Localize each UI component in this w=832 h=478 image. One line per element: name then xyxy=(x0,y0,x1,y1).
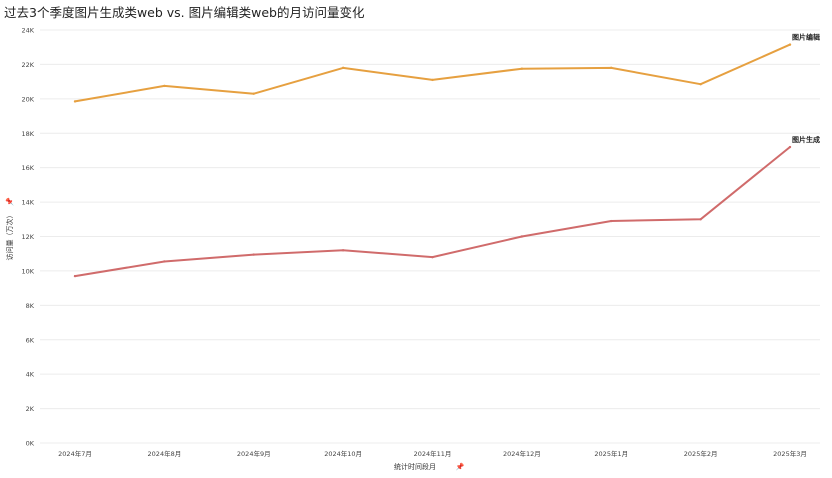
series-label: 图片编辑 xyxy=(792,33,820,42)
data-point xyxy=(73,274,77,278)
x-axis-label: 统计时间段月 xyxy=(394,462,436,471)
series-line xyxy=(74,43,791,103)
data-point xyxy=(163,84,166,88)
x-tick-label: 2024年11月 xyxy=(414,449,452,458)
y-tick-label: 0K xyxy=(26,440,35,448)
data-point xyxy=(252,92,255,95)
y-tick-label: 22K xyxy=(21,61,34,69)
x-tick-label: 2025年2月 xyxy=(684,449,718,458)
data-point xyxy=(699,83,702,86)
x-tick-label: 2024年8月 xyxy=(148,449,182,458)
y-tick-label: 18K xyxy=(21,130,34,138)
grid-lines xyxy=(40,29,820,444)
y-tick-label: 10K xyxy=(21,267,34,275)
data-point xyxy=(431,78,434,82)
y-tick-label: 20K xyxy=(21,95,34,103)
data-point xyxy=(252,253,255,256)
x-tick-label: 2024年9月 xyxy=(237,449,271,458)
data-point xyxy=(610,66,613,70)
x-tick-label: 2025年3月 xyxy=(773,449,807,458)
data-point xyxy=(610,219,613,223)
y-tick-label: 8K xyxy=(26,302,35,310)
x-tick-label: 2024年10月 xyxy=(324,449,362,458)
y-tick-label: 4K xyxy=(26,371,35,379)
y-tick-label: 6K xyxy=(26,336,35,344)
data-point xyxy=(163,260,166,263)
data-point xyxy=(341,249,345,252)
chart-title: 过去3个季度图片生成类web vs. 图片编辑类web的月访问量变化 xyxy=(4,5,365,20)
y-tick-label: 14K xyxy=(21,199,34,207)
x-tick-label: 2025年1月 xyxy=(594,449,628,458)
data-point xyxy=(520,235,524,238)
data-point xyxy=(73,100,77,103)
y-tick-label: 24K xyxy=(21,27,34,35)
x-axis-ticks: 2024年7月 2024年8月 2024年9月 2024年10月 2024年11月 202… xyxy=(58,449,807,458)
data-point xyxy=(341,66,345,70)
y-axis-ticks: 0K 2K 4K 6K 8K 10K 12K 14K 16K 18K 20K 22K 24K xyxy=(21,27,34,448)
y-axis-label: 访问量（万次） xyxy=(5,212,14,261)
y-tick-label: 2K xyxy=(26,405,35,413)
data-point xyxy=(699,218,702,221)
series-label: 图片生成 xyxy=(792,135,820,144)
y-axis-pin-icon[interactable]: 📌 xyxy=(5,197,14,206)
x-tick-label: 2024年12月 xyxy=(503,449,541,458)
data-point xyxy=(520,67,524,70)
data-point xyxy=(788,145,792,149)
y-tick-label: 12K xyxy=(21,233,34,241)
data-point xyxy=(431,255,434,259)
x-tick-label: 2024年7月 xyxy=(58,449,92,458)
x-axis-pin-icon[interactable]: 📌 xyxy=(456,462,465,471)
y-tick-label: 16K xyxy=(21,164,34,172)
data-point xyxy=(788,43,792,46)
